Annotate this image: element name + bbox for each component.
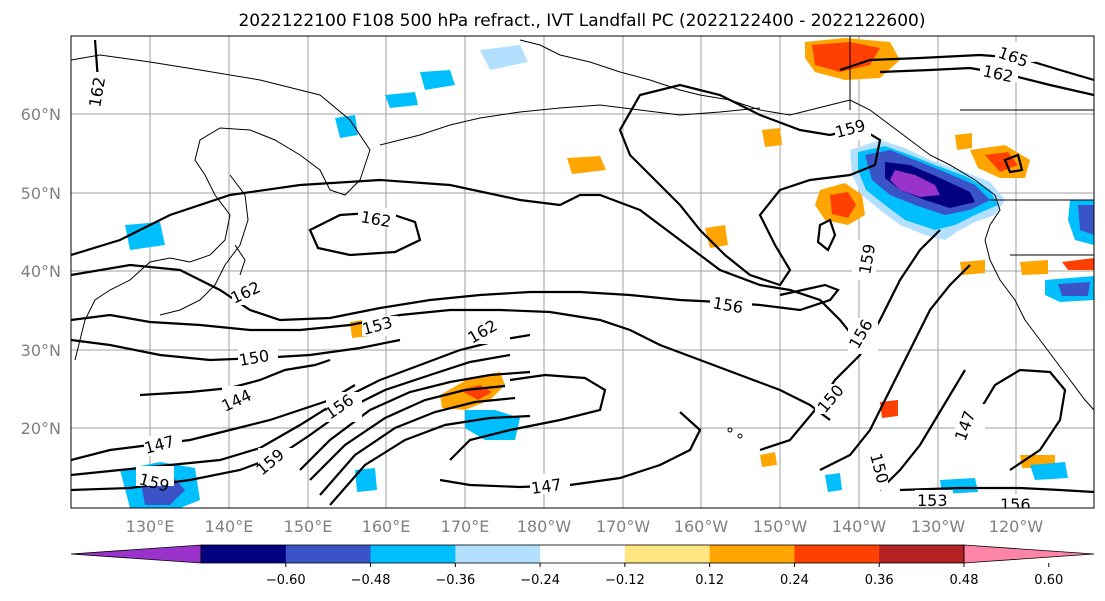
colorbar-segment bbox=[879, 545, 964, 563]
colorbar-tick-label: 0.60 bbox=[1034, 573, 1063, 588]
colorbar-tick-label: −0.48 bbox=[351, 573, 391, 588]
colorbar-extend-max bbox=[964, 545, 1094, 563]
lat-label: 60°N bbox=[21, 105, 61, 124]
lat-label: 50°N bbox=[21, 184, 61, 203]
lon-label: 170°W bbox=[596, 517, 651, 536]
colorbar-segment bbox=[201, 545, 286, 563]
lon-label: 150°W bbox=[753, 517, 808, 536]
colorbar-tick-label: 0.12 bbox=[695, 573, 724, 588]
lat-label: 40°N bbox=[21, 262, 61, 281]
colorbar-segment bbox=[710, 545, 795, 563]
colorbar-segment bbox=[455, 545, 540, 563]
lon-label: 130°W bbox=[911, 517, 966, 536]
lat-label: 30°N bbox=[21, 341, 61, 360]
figure-title: 2022122100 F108 500 hPa refract., IVT La… bbox=[238, 11, 925, 31]
colorbar-extend-min bbox=[71, 545, 201, 563]
colorbar-segment bbox=[794, 545, 879, 563]
map-figure: 2022122100 F108 500 hPa refract., IVT La… bbox=[0, 0, 1105, 601]
contour-label: 156 bbox=[1000, 495, 1031, 514]
lon-label: 170°E bbox=[441, 517, 490, 536]
lon-label: 140°W bbox=[832, 517, 887, 536]
longitude-labels: 130°E 140°E 150°E 160°E 170°E 180°W 170°… bbox=[126, 517, 1044, 536]
contour-label: 153 bbox=[917, 491, 948, 510]
latitude-labels: 60°N 50°N 40°N 30°N 20°N bbox=[21, 105, 61, 438]
lon-label: 160°E bbox=[362, 517, 411, 536]
colorbar-tick-label: −0.24 bbox=[520, 573, 560, 588]
lon-label: 150°E bbox=[284, 517, 333, 536]
colorbar-segment bbox=[625, 545, 710, 563]
colorbar-segment bbox=[371, 545, 456, 563]
colorbar-tick-label: 0.24 bbox=[780, 573, 809, 588]
colorbar-tick-label: 0.48 bbox=[950, 573, 979, 588]
lon-label: 180°W bbox=[517, 517, 572, 536]
colorbar-tick-label: −0.12 bbox=[605, 573, 645, 588]
colorbar-tick-label: 0.36 bbox=[865, 573, 894, 588]
colorbar: −0.60 −0.48 −0.36 −0.24 −0.12 0.12 0.24 0.36 0.4… bbox=[71, 545, 1094, 588]
colorbar-tick-label: −0.60 bbox=[266, 573, 306, 588]
colorbar-tick-label: −0.36 bbox=[435, 573, 475, 588]
lon-label: 160°W bbox=[674, 517, 729, 536]
lon-label: 120°W bbox=[989, 517, 1044, 536]
lon-label: 130°E bbox=[126, 517, 175, 536]
colorbar-segment bbox=[540, 545, 625, 563]
lon-label: 140°E bbox=[205, 517, 254, 536]
colorbar-segment bbox=[286, 545, 371, 563]
lat-label: 20°N bbox=[21, 419, 61, 438]
